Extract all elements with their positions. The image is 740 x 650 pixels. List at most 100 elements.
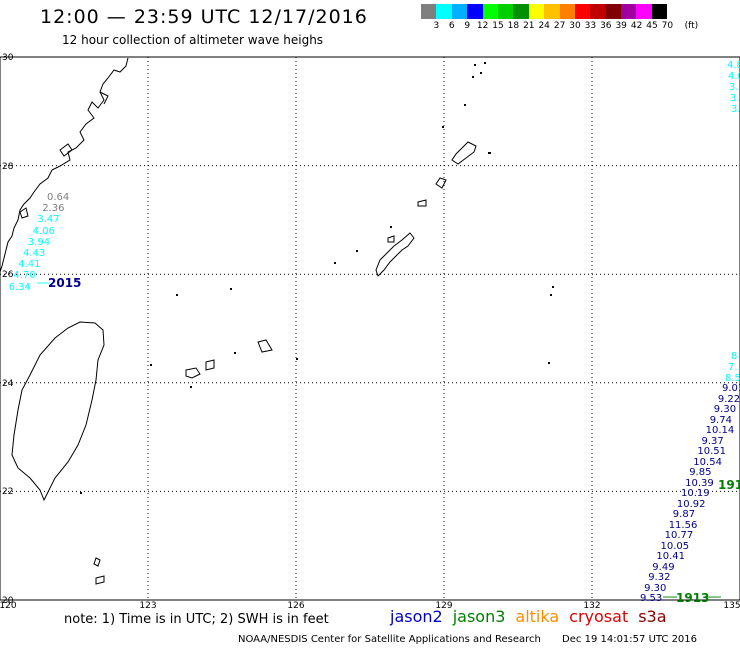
swh-value: 9.30 — [644, 582, 667, 594]
swh-value: 7. — [728, 362, 738, 373]
satellite-jason2: jason2 — [390, 607, 443, 626]
coastlines — [0, 57, 477, 585]
legend-label: 42 — [630, 21, 643, 31]
track-label-2015: 2015 — [48, 276, 82, 290]
legend-swatch — [467, 4, 483, 19]
legend-label: 9 — [464, 21, 471, 31]
legend-swatch — [482, 4, 498, 19]
legend-label: 3 — [433, 21, 440, 31]
satellite-legend: jason2 jason3 altika cryosat s3a — [390, 607, 677, 626]
longitude-label: 123 — [139, 601, 157, 611]
island — [387, 235, 395, 243]
legend-swatch — [590, 4, 606, 19]
legend-label: 39 — [615, 21, 627, 31]
island — [417, 199, 427, 207]
longitude-label: 126 — [287, 601, 305, 611]
swh-value: 10.54 — [693, 456, 722, 468]
legend-label: 30 — [569, 21, 581, 31]
swh-value: 11.56 — [668, 519, 698, 531]
legend-swatch — [636, 4, 652, 19]
island — [435, 177, 447, 189]
china-coast-inlet — [99, 91, 109, 105]
swh-value: 10.19 — [681, 488, 710, 499]
swh-value: 3. — [729, 82, 739, 93]
track-dot — [675, 596, 677, 598]
legend-label: 6 — [448, 21, 455, 31]
track-dot — [663, 596, 665, 598]
swh-value: 10.51 — [697, 446, 727, 457]
longitude-label: 135 — [723, 601, 740, 611]
legend-label: 21 — [523, 21, 535, 31]
island — [93, 557, 101, 567]
swh-value: 8.5 — [725, 373, 740, 384]
satellite-altika: altika — [515, 607, 560, 626]
miyako-coastline — [257, 339, 273, 353]
legend-label: 33 — [584, 21, 597, 31]
taiwan-coastline — [11, 321, 105, 502]
track-dot — [719, 596, 721, 598]
legend-label: 24 — [538, 21, 550, 31]
latitude-label: 28 — [2, 161, 14, 172]
track-dot — [47, 282, 49, 284]
latitude-label: 30 — [2, 53, 14, 63]
track-dot — [665, 596, 667, 598]
island — [205, 359, 215, 371]
swh-value: 4.0 — [728, 71, 740, 82]
legend-swatch — [559, 4, 575, 19]
map-subtitle: 12 hour collection of altimeter wave hei… — [62, 33, 324, 47]
latitude-label: 20 — [2, 596, 14, 606]
track-dot — [717, 596, 719, 598]
coastal-island — [59, 143, 73, 157]
swh-value: 10.39 — [685, 477, 714, 489]
legend-swatch — [436, 4, 452, 19]
legend-unit: (ft) — [684, 21, 699, 31]
track-dot — [715, 596, 717, 598]
track-dot — [39, 282, 41, 284]
longitude-label: 129 — [435, 601, 453, 611]
track-label-191: 191 — [718, 478, 740, 492]
map-frame — [0, 56, 740, 601]
track-dot — [667, 596, 669, 598]
track-dot — [707, 596, 709, 598]
swh-value: 3. — [731, 104, 740, 115]
ishigaki-coastline — [185, 367, 201, 379]
legend-swatch — [421, 4, 437, 19]
swh-value: 9.53 — [640, 593, 663, 604]
swh-value: 10.77 — [664, 530, 694, 541]
map-title: 12:00 — 23:59 UTC 12/17/2016 — [40, 6, 368, 28]
swh-value: 4.43 — [23, 248, 46, 259]
swh-value: 8 — [731, 351, 738, 362]
amami-coastline — [451, 141, 477, 165]
swh-value: 6.34 — [8, 281, 31, 293]
track-dot — [37, 282, 39, 284]
swh-value: 9.30 — [713, 404, 737, 415]
legend-label: 45 — [646, 21, 658, 31]
swh-value: 3.47 — [37, 214, 60, 226]
latitude-label: 22 — [2, 487, 14, 498]
swh-value: 9.74 — [709, 414, 732, 426]
longitude-label: 132 — [583, 601, 601, 611]
track-dot — [669, 596, 671, 598]
small-islands — [80, 62, 554, 494]
swh-value: 4.06 — [32, 225, 55, 237]
track-dot — [711, 596, 713, 598]
swh-value: 10.14 — [705, 425, 735, 436]
legend-swatch — [651, 4, 668, 19]
track-dot — [45, 282, 47, 284]
legend-label: 15 — [492, 21, 504, 31]
legend-swatch — [574, 4, 591, 19]
legend-label: 70 — [661, 21, 674, 31]
legend-swatches — [421, 4, 668, 19]
legend-label: 12 — [476, 21, 489, 31]
island — [95, 575, 105, 585]
track-label-1913: 1913 — [676, 591, 710, 605]
satellite-jason3: jason3 — [452, 607, 506, 626]
latitude-label: 24 — [2, 378, 14, 389]
swh-value: 4.70 — [13, 270, 36, 282]
china-coastline — [0, 57, 129, 273]
swh-value: 9.87 — [672, 509, 696, 520]
legend-swatch — [621, 4, 637, 19]
swh-value: 9.37 — [701, 435, 724, 447]
swh-value: 10.92 — [676, 498, 706, 510]
legend-swatch — [497, 4, 514, 19]
